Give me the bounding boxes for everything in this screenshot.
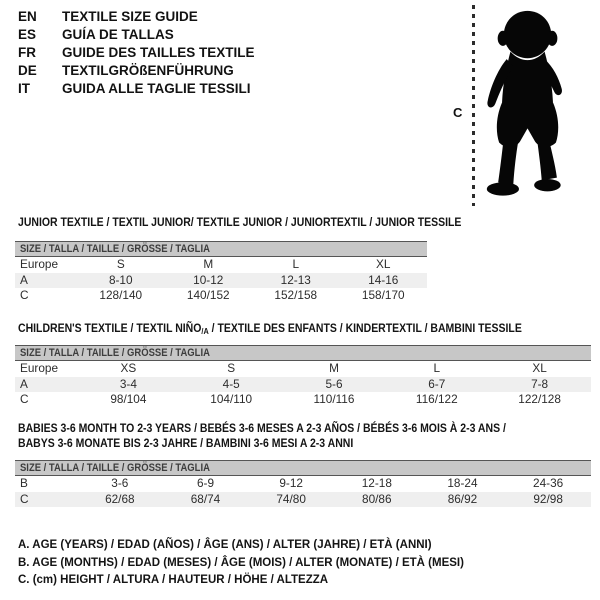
language-code: ES [18,27,37,42]
section-heading-babies-line1: BABIES 3-6 MONTH TO 2-3 YEARS / BEBÉS 3-… [18,421,506,435]
legend-footnotes: A. AGE (YEARS) / EDAD (AÑOS) / ÂGE (ANS)… [18,537,464,590]
size-table-header-bar: SIZE / TALLA / TAILLE / GRÖSSE / TAGLIA [15,242,427,257]
height-cell: 116/122 [415,392,458,406]
footnote-height-cm: C. (cm) HEIGHT / ALTURA / HAUTEUR / HÖHE… [18,574,329,586]
section-heading-babies: BABIES 3-6 MONTH TO 2-3 YEARS / BEBÉS 3-… [18,421,585,451]
age-cell: 7-8 [531,376,549,391]
section-heading-children: CHILDREN'S TEXTILE / TEXTIL NIÑO/A / TEX… [18,321,600,339]
table-row: Europe XS S M L XL [15,361,591,377]
row-label: C [20,491,29,506]
size-cell: S [116,257,125,271]
size-cell: XL [376,257,391,271]
language-row-it: IT GUIDA ALLE TAGLIE TESSILI [18,80,255,98]
size-header-label: SIZE / TALLA / TAILLE / GRÖSSE / TAGLIA [20,462,210,474]
age-cell: 24-36 [533,476,564,490]
row-label: Europe [20,361,59,375]
guide-title: GUIDE DES TAILLES TEXTILE [62,45,255,60]
age-cell: 14-16 [368,272,399,287]
height-cell: 128/140 [99,288,143,302]
language-title-block: EN TEXTILE SIZE GUIDE ES GUÍA DE TALLAS … [18,8,255,98]
age-cell: 10-12 [193,272,224,287]
age-cell: 6-7 [428,376,446,391]
size-table-header-bar: SIZE / TALLA / TAILLE / GRÖSSE / TAGLIA [15,346,591,361]
height-cell: 104/110 [210,392,253,406]
table-row: B 3-6 6-9 9-12 12-18 18-24 24-36 [15,476,591,492]
row-label: A [20,376,28,391]
row-label: B [20,476,28,490]
size-cell: XL [532,361,547,375]
guide-title: TEXTILGRÖßENFÜHRUNG [62,63,234,78]
size-header-label: SIZE / TALLA / TAILLE / GRÖSSE / TAGLIA [20,347,210,359]
size-cell: M [203,257,214,271]
babies-size-table: SIZE / TALLA / TAILLE / GRÖSSE / TAGLIA … [15,460,591,507]
age-cell: 8-10 [108,272,133,287]
age-cell: 6-9 [196,476,215,490]
guide-title: TEXTILE SIZE GUIDE [62,9,198,24]
section-heading-children-text: CHILDREN'S TEXTILE / TEXTIL NIÑO/A / TEX… [18,321,522,339]
language-code: DE [18,63,37,78]
guide-title: GUIDA ALLE TAGLIE TESSILI [62,81,251,96]
table-row: C 62/68 68/74 74/80 80/86 86/92 92/98 [15,491,591,507]
language-code: IT [18,81,30,96]
size-cell: M [329,361,339,375]
size-cell: L [292,257,300,271]
section-heading-babies-line2: BABYS 3-6 MONATE BIS 2-3 JAHRE / BAMBINI… [18,436,354,450]
height-cell: 158/170 [361,288,405,302]
table-row: C 98/104 104/110 110/116 116/122 122/128 [15,392,591,408]
height-cell: 98/104 [110,392,147,406]
children-size-table: SIZE / TALLA / TAILLE / GRÖSSE / TAGLIA … [15,345,591,408]
table-row: Europe S M L XL [15,257,427,273]
row-label: C [20,288,29,302]
footnote-age-months: B. AGE (MONTHS) / EDAD (MESES) / ÂGE (MO… [18,556,464,569]
footnote-age-years: A. AGE (YEARS) / EDAD (AÑOS) / ÂGE (ANS)… [18,539,432,551]
height-cell: 122/128 [518,392,561,406]
height-cell: 140/152 [186,288,230,302]
row-label: A [20,272,28,287]
table-row: C 128/140 140/152 152/158 158/170 [15,288,427,304]
table-row: A 8-10 10-12 12-13 14-16 [15,272,427,288]
size-cell: XS [120,361,137,375]
height-measure-dashed-line [472,5,475,206]
section-heading-junior-text: JUNIOR TEXTILE / TEXTIL JUNIOR/ TEXTILE … [18,215,462,229]
baby-silhouette-icon [486,10,562,196]
language-row-de: DE TEXTILGRÖßENFÜHRUNG [18,62,255,80]
height-cell: 86/92 [447,491,478,506]
size-table-header-bar: SIZE / TALLA / TAILLE / GRÖSSE / TAGLIA [15,461,591,476]
language-code: FR [18,45,36,60]
junior-size-table: SIZE / TALLA / TAILLE / GRÖSSE / TAGLIA … [15,241,427,304]
age-cell: 12-18 [361,476,392,490]
size-header-label: SIZE / TALLA / TAILLE / GRÖSSE / TAGLIA [20,243,210,255]
age-cell: 3-6 [111,476,129,490]
age-cell: 9-12 [279,476,303,490]
height-cell: 92/98 [533,491,563,506]
height-cell: 110/116 [313,392,355,406]
size-cell: L [433,361,441,375]
size-cell: S [227,361,236,375]
age-cell: 3-4 [119,376,137,391]
language-row-es: ES GUÍA DE TALLAS [18,26,255,44]
age-cell: 5-6 [325,376,343,391]
height-cell: 74/80 [276,491,306,506]
height-cell: 152/158 [274,288,318,302]
height-marker-label: C [453,105,463,120]
age-cell: 18-24 [447,476,478,490]
section-heading-junior: JUNIOR TEXTILE / TEXTIL JUNIOR/ TEXTILE … [18,215,534,230]
heading-text: CHILDREN'S TEXTILE / TEXTIL NIÑO [18,321,202,335]
row-label: Europe [20,257,59,271]
height-cell: 62/68 [105,491,135,506]
row-label: C [20,392,29,406]
height-cell: 68/74 [190,491,221,506]
heading-subscript: /A [201,326,209,336]
language-row-en: EN TEXTILE SIZE GUIDE [18,8,255,26]
language-row-fr: FR GUIDE DES TAILLES TEXTILE [18,44,255,62]
age-cell: 12-13 [280,272,311,287]
age-cell: 4-5 [222,376,240,391]
table-row: A 3-4 4-5 5-6 6-7 7-8 [15,376,591,392]
guide-title: GUÍA DE TALLAS [62,27,174,42]
language-code: EN [18,9,37,24]
height-cell: 80/86 [362,491,392,506]
heading-text: / TEXTILE DES ENFANTS / KINDERTEXTIL / B… [208,321,522,335]
